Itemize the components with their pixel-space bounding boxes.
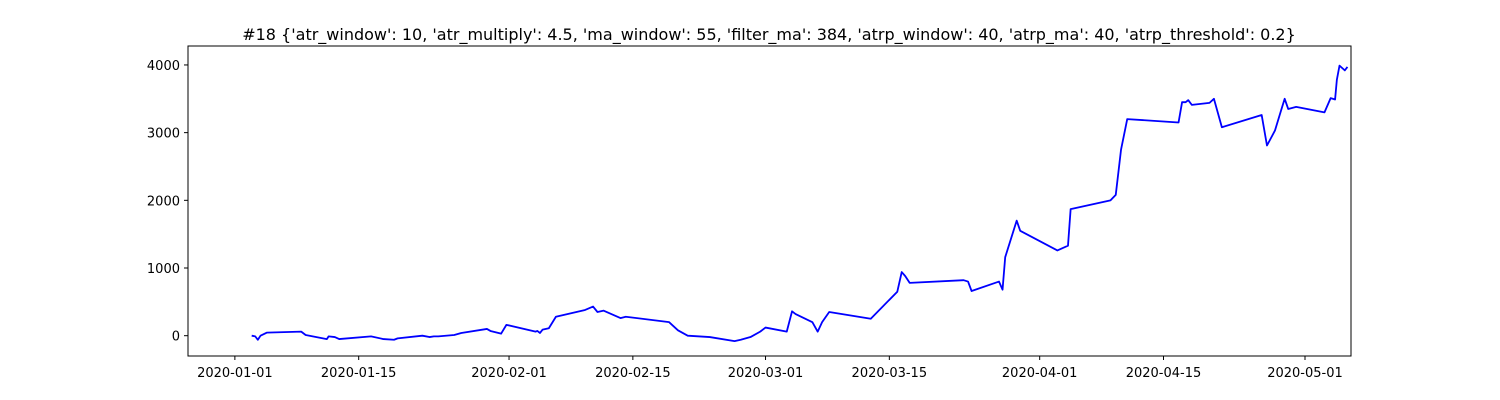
x-tick-label: 2020-04-15 (1126, 366, 1202, 381)
x-tick-label: 2020-04-01 (1002, 366, 1078, 381)
y-tick-label: 4000 (147, 59, 180, 74)
series-line-equity (251, 64, 1349, 343)
chart-title: #18 {'atr_window': 10, 'atr_multiply': 4… (242, 25, 1296, 45)
x-tick-label: 2020-03-01 (728, 366, 804, 381)
x-tick-label: 2020-05-01 (1267, 366, 1343, 381)
x-tick-label: 2020-01-15 (321, 366, 397, 381)
plot-area: 2020-01-01 2020-01-15 2020-02-01 2020-02-15… (147, 59, 1349, 381)
x-tick-label: 2020-02-01 (471, 366, 547, 381)
x-tick-label: 2020-02-15 (595, 366, 671, 381)
plot-frame (187, 45, 1352, 357)
x-tick-label: 2020-01-01 (197, 366, 273, 381)
y-tick-label: 0 (172, 330, 180, 345)
y-tick-label: 1000 (147, 262, 180, 277)
y-tick-label: 3000 (147, 127, 180, 142)
y-tick-label: 2000 (147, 194, 180, 209)
x-tick-label: 2020-03-15 (852, 366, 928, 381)
